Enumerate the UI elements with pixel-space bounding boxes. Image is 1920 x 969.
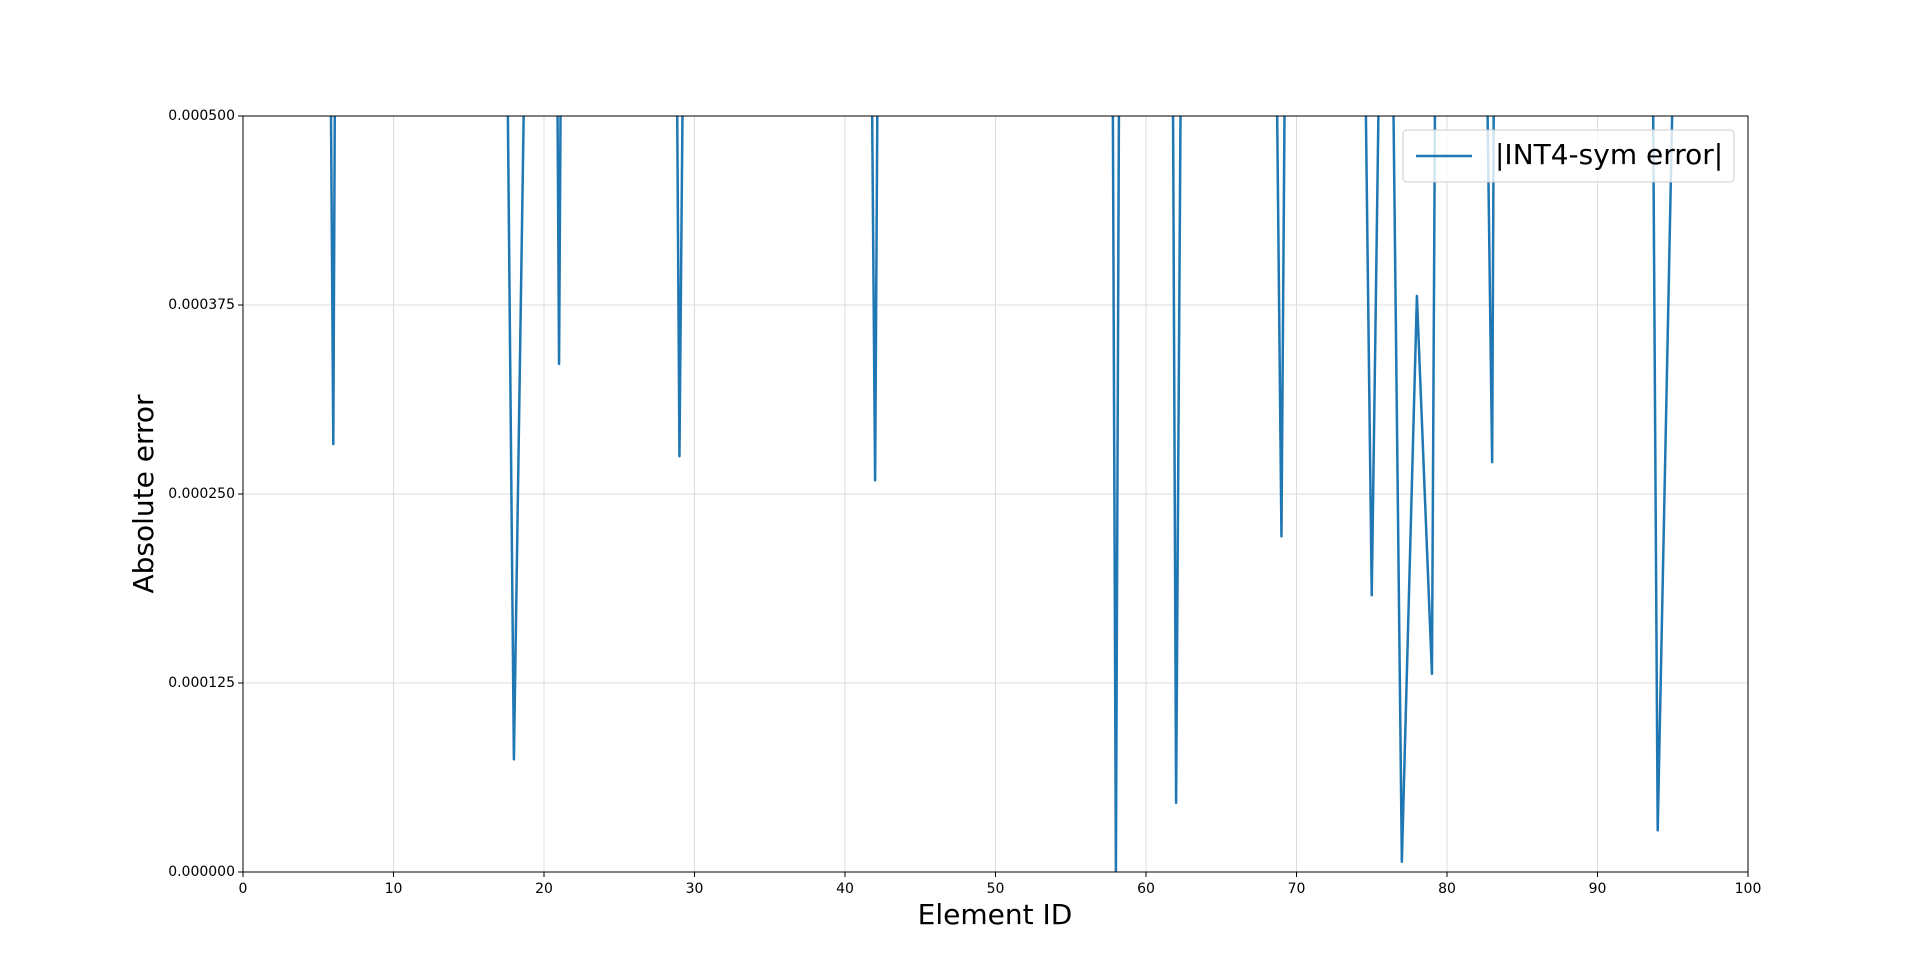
- y-tick-label: 0.000000: [168, 864, 235, 880]
- x-tick-label: 60: [1137, 881, 1155, 897]
- y-tick-label: 0.000500: [168, 108, 235, 124]
- legend-box: [1402, 129, 1735, 183]
- y-tick-label: 0.000250: [168, 486, 235, 502]
- x-tick-label: 100: [1735, 881, 1762, 897]
- x-tick-label: 80: [1438, 881, 1456, 897]
- x-tick-label: 30: [686, 881, 704, 897]
- y-axis-label: Absolute error: [127, 394, 160, 594]
- x-tick-label: 50: [987, 881, 1005, 897]
- y-tick-label: 0.000375: [168, 297, 235, 313]
- x-tick-label: 70: [1288, 881, 1306, 897]
- x-tick-label: 40: [836, 881, 854, 897]
- y-tick-label: 0.000125: [168, 675, 235, 691]
- x-tick-label: 90: [1589, 881, 1607, 897]
- legend-label: |INT4-sym error|: [1495, 138, 1723, 171]
- x-axis-label: Element ID: [918, 898, 1073, 931]
- x-tick-label: 10: [385, 881, 403, 897]
- x-tick-label: 0: [239, 881, 248, 897]
- x-tick-label: 20: [535, 881, 553, 897]
- plot-frame: [242, 115, 1749, 873]
